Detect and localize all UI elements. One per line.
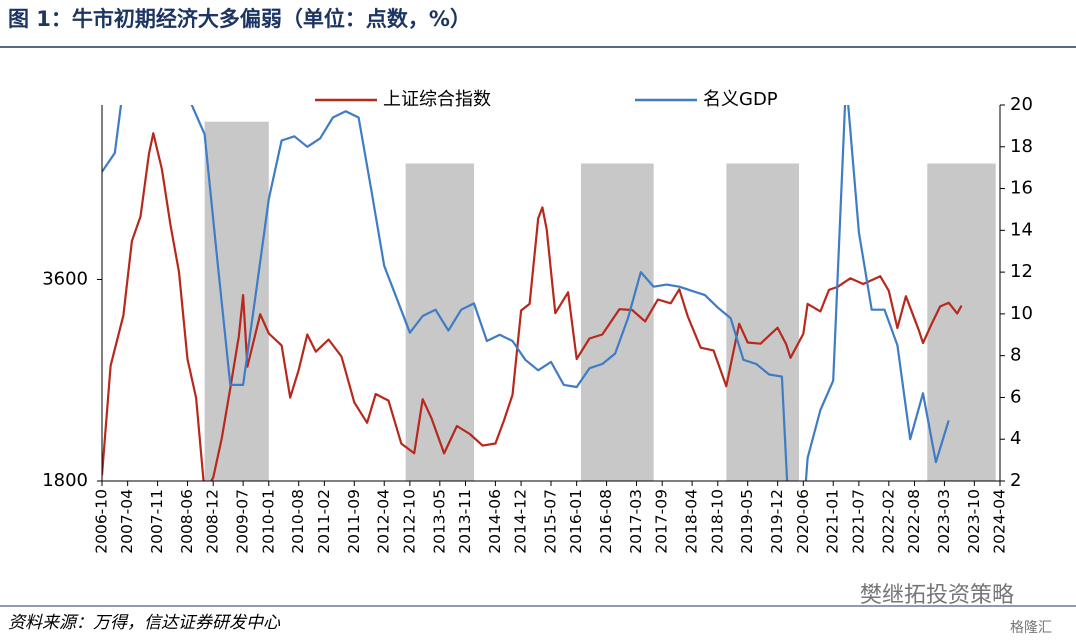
y2-tick-label: 8	[1010, 345, 1021, 366]
x-tick-label: 2014-12	[512, 489, 530, 554]
legend-label: 上证综合指数	[383, 89, 491, 110]
x-tick-label: 2019-05	[738, 489, 756, 554]
x-tick-label: 2013-11	[456, 489, 474, 554]
x-tick-label: 2016-01	[567, 489, 585, 554]
chart-title: 图 1：牛市初期经济大多偏弱（单位：点数，%）	[8, 7, 471, 31]
x-tick-label: 2019-12	[768, 489, 786, 554]
shade-layer	[204, 121, 996, 481]
y2-tick-label: 4	[1010, 428, 1021, 449]
x-tick-label: 2021-07	[849, 489, 867, 554]
x-tick-label: 2006-10	[93, 489, 111, 554]
series-line	[102, 132, 963, 481]
x-tick-label: 2012-10	[400, 489, 418, 554]
x-tick-label: 2021-01	[824, 489, 842, 554]
logo: 格隆汇	[1010, 620, 1052, 636]
x-tick-label: 2007-11	[148, 489, 166, 554]
x-tick-label: 2008-12	[204, 489, 222, 554]
x-tick-label: 2017-09	[653, 489, 671, 554]
x-tick-label: 2024-04	[991, 489, 1009, 554]
x-tick-label: 2023-03	[935, 489, 953, 554]
x-tick-label: 2008-06	[178, 489, 196, 554]
x-tick-label: 2010-01	[259, 489, 277, 554]
axes: 1800 3600 2 4 6 8 10 12 14 16 18 20 2006-10 2007-04 20…	[42, 89, 1033, 554]
y2-tick-label: 20	[1010, 94, 1033, 115]
x-tick-label: 2014-06	[486, 489, 504, 554]
x-tick-label: 2016-08	[597, 489, 615, 554]
y2-tick-label: 16	[1010, 178, 1033, 199]
watermark: 樊继拓投资策略	[860, 583, 1014, 608]
y2-tick-label: 18	[1010, 136, 1033, 157]
y-tick-label: 3600	[42, 268, 88, 289]
x-tick-label: 2007-04	[118, 489, 136, 554]
x-tick-label: 2011-09	[345, 489, 363, 554]
x-tick-label: 2015-07	[542, 489, 560, 554]
shaded-period	[580, 163, 654, 481]
line-layer	[102, 105, 963, 481]
shaded-period	[927, 163, 996, 481]
shaded-period	[405, 163, 475, 481]
x-tick-label: 2012-04	[375, 489, 393, 554]
x-tick-label: 2018-04	[683, 489, 701, 554]
x-tick-label: 2011-02	[315, 489, 333, 554]
x-tick-label: 2009-07	[234, 489, 252, 554]
y2-tick-label: 2	[1010, 470, 1021, 491]
x-tick-label: 2010-08	[289, 489, 307, 554]
source: 资料来源：万得，信达证券研发中心	[8, 613, 281, 633]
y2-tick-label: 10	[1010, 303, 1033, 324]
shaded-period	[204, 121, 269, 481]
legend-label: 名义GDP	[703, 89, 778, 110]
x-tick-label: 2022-02	[879, 489, 897, 554]
x-tick-label: 2017-03	[627, 489, 645, 554]
x-tick-label: 2020-06	[794, 489, 812, 554]
y2-tick-label: 14	[1010, 219, 1033, 240]
y2-tick-label: 6	[1010, 386, 1021, 407]
shaded-period	[726, 163, 800, 481]
x-tick-label: 2018-10	[708, 489, 726, 554]
series-line	[102, 105, 950, 481]
x-tick-label: 2013-05	[430, 489, 448, 554]
x-tick-label: 2023-10	[965, 489, 983, 554]
x-tick-label: 2022-08	[905, 489, 923, 554]
y2-tick-label: 12	[1010, 261, 1033, 282]
y-tick-label: 1800	[42, 470, 88, 491]
